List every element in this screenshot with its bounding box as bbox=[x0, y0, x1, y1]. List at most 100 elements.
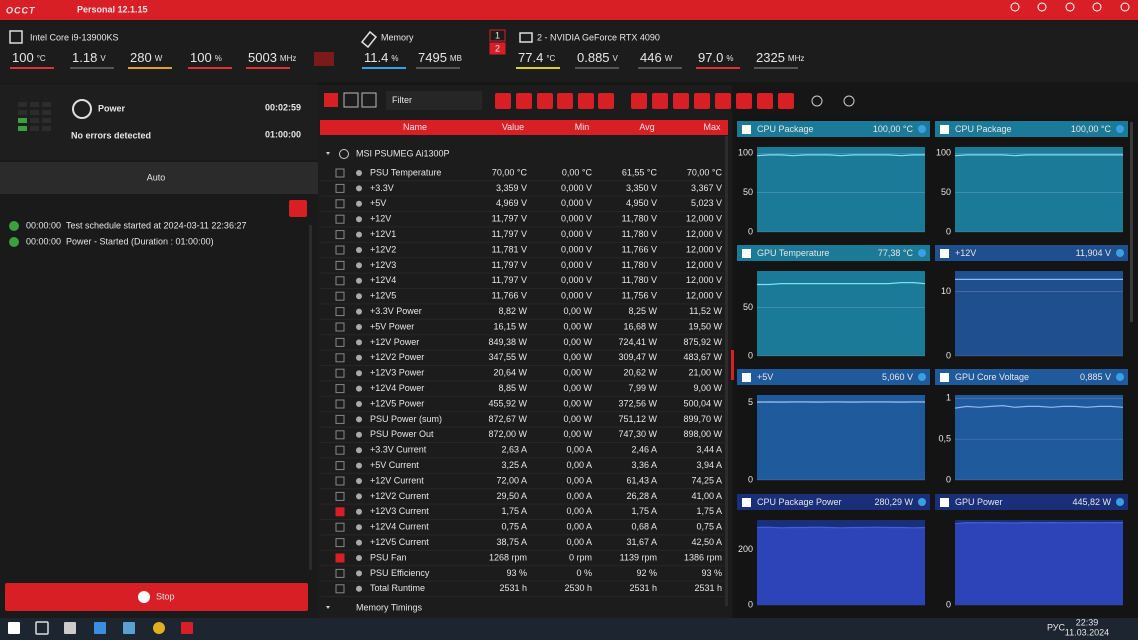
clear-log-button[interactable] bbox=[289, 200, 307, 217]
y-tick-label: 0 bbox=[748, 226, 753, 236]
row-checkbox[interactable] bbox=[335, 168, 345, 178]
toolbar-button[interactable] bbox=[778, 93, 794, 109]
sensor-name: +12V3 bbox=[370, 260, 396, 270]
row-checkbox[interactable] bbox=[335, 291, 345, 301]
sensor-cell: 0,000 V bbox=[561, 198, 592, 208]
column-header[interactable]: Avg bbox=[639, 122, 654, 132]
view-button[interactable] bbox=[361, 92, 377, 108]
row-checkbox[interactable] bbox=[335, 276, 345, 286]
toolbar-button[interactable] bbox=[736, 93, 752, 109]
graph-current: 11,904 V bbox=[1076, 248, 1111, 258]
row-checkbox[interactable] bbox=[335, 491, 345, 501]
view-button[interactable] bbox=[324, 93, 338, 107]
column-header[interactable]: Value bbox=[502, 122, 524, 132]
toolbar-action[interactable] bbox=[811, 95, 823, 107]
toolbar-button[interactable] bbox=[516, 93, 532, 109]
sensor-cell: 16,68 W bbox=[623, 321, 657, 331]
row-checkbox[interactable] bbox=[335, 260, 345, 270]
sensor-cell: 9,00 W bbox=[693, 383, 722, 393]
stop-icon bbox=[138, 591, 150, 603]
graph-title: GPU Power bbox=[955, 497, 1003, 507]
toolbar-button[interactable] bbox=[694, 93, 710, 109]
row-checkbox[interactable] bbox=[335, 584, 345, 594]
window-button[interactable] bbox=[1037, 2, 1047, 12]
row-checkbox[interactable] bbox=[335, 322, 345, 332]
sensor-cell: 0,68 A bbox=[631, 522, 657, 532]
sensor-cell: 11,780 V bbox=[622, 260, 657, 270]
row-checkbox[interactable] bbox=[335, 199, 345, 209]
plot-background bbox=[955, 147, 1123, 232]
row-checkbox[interactable] bbox=[335, 368, 345, 378]
row-checkbox[interactable] bbox=[335, 568, 345, 578]
row-checkbox[interactable] bbox=[335, 538, 345, 548]
taskbar-icon[interactable] bbox=[35, 621, 49, 635]
column-header[interactable]: Name bbox=[403, 122, 427, 132]
taskbar-icon[interactable] bbox=[94, 622, 106, 634]
sensor-icon bbox=[356, 185, 362, 192]
row-checkbox[interactable] bbox=[335, 337, 345, 347]
toolbar-button[interactable] bbox=[495, 93, 511, 109]
row-checkbox[interactable] bbox=[335, 214, 345, 224]
toolbar-button[interactable] bbox=[578, 93, 594, 109]
sensor-name: +12V5 bbox=[370, 291, 396, 301]
filter-input[interactable] bbox=[386, 91, 482, 110]
toolbar-button[interactable] bbox=[537, 93, 553, 109]
window-button[interactable] bbox=[1065, 2, 1075, 12]
row-checkbox[interactable] bbox=[335, 553, 345, 563]
y-tick-label: 0 bbox=[946, 350, 951, 360]
graph-title: CPU Package Power bbox=[757, 497, 842, 507]
sensor-cell: 93 % bbox=[506, 568, 527, 578]
toolbar-button[interactable] bbox=[631, 93, 647, 109]
graph-header bbox=[935, 121, 1128, 137]
row-checkbox[interactable] bbox=[335, 445, 345, 455]
row-checkbox[interactable] bbox=[335, 522, 345, 532]
sensor-cell: 2531 h bbox=[694, 583, 722, 593]
taskbar-icon[interactable] bbox=[153, 622, 165, 634]
graph-info bbox=[918, 125, 926, 133]
row-checkbox[interactable] bbox=[335, 399, 345, 409]
taskbar-icon[interactable] bbox=[64, 622, 76, 634]
graph-info bbox=[1116, 498, 1124, 506]
gpu-badge[interactable] bbox=[489, 42, 506, 55]
row-checkbox[interactable] bbox=[335, 307, 345, 317]
row-checkbox[interactable] bbox=[335, 353, 345, 363]
row-checkbox[interactable] bbox=[335, 384, 345, 394]
toolbar-button[interactable] bbox=[715, 93, 731, 109]
sensor-cell: 0,00 W bbox=[563, 337, 592, 347]
toolbar-button[interactable] bbox=[757, 93, 773, 109]
window-button[interactable] bbox=[1010, 2, 1020, 12]
mode[interactable]: Auto bbox=[147, 172, 166, 182]
row-checkbox[interactable] bbox=[335, 430, 345, 440]
graph-current: 0,885 V bbox=[1080, 372, 1111, 382]
activity-cell bbox=[18, 126, 27, 131]
toolbar-button[interactable] bbox=[673, 93, 689, 109]
window-button[interactable] bbox=[1120, 2, 1130, 12]
graph-icon bbox=[742, 125, 751, 134]
toolbar-button[interactable] bbox=[652, 93, 668, 109]
row-checkbox[interactable] bbox=[335, 414, 345, 424]
toolbar-action[interactable] bbox=[843, 95, 855, 107]
row-checkbox[interactable] bbox=[335, 476, 345, 486]
toolbar-button[interactable] bbox=[557, 93, 573, 109]
sensor-cell: 11,781 V bbox=[492, 244, 527, 254]
graph-scrollbar bbox=[1130, 122, 1133, 322]
stat-underline bbox=[754, 67, 798, 69]
row-checkbox[interactable] bbox=[335, 230, 345, 240]
row-checkbox[interactable] bbox=[335, 245, 345, 255]
taskbar-icon[interactable] bbox=[123, 622, 135, 634]
column-header[interactable]: Max bbox=[703, 122, 721, 132]
column-header[interactable]: Min bbox=[575, 122, 590, 132]
toolbar-button[interactable] bbox=[598, 93, 614, 109]
taskbar-icon[interactable] bbox=[181, 622, 193, 634]
window-button[interactable] bbox=[1092, 2, 1102, 12]
row-checkbox[interactable] bbox=[335, 461, 345, 471]
sensor-cell: 29,50 A bbox=[496, 491, 527, 501]
view-button[interactable] bbox=[343, 92, 359, 108]
y-tick-label: 0 bbox=[748, 599, 753, 609]
stop-button[interactable] bbox=[5, 583, 308, 611]
taskbar-icon[interactable] bbox=[8, 622, 20, 634]
gpu-badge[interactable] bbox=[489, 29, 506, 42]
row-checkbox[interactable] bbox=[335, 507, 345, 517]
row-checkbox[interactable] bbox=[335, 183, 345, 193]
sensor-icon bbox=[356, 462, 362, 469]
